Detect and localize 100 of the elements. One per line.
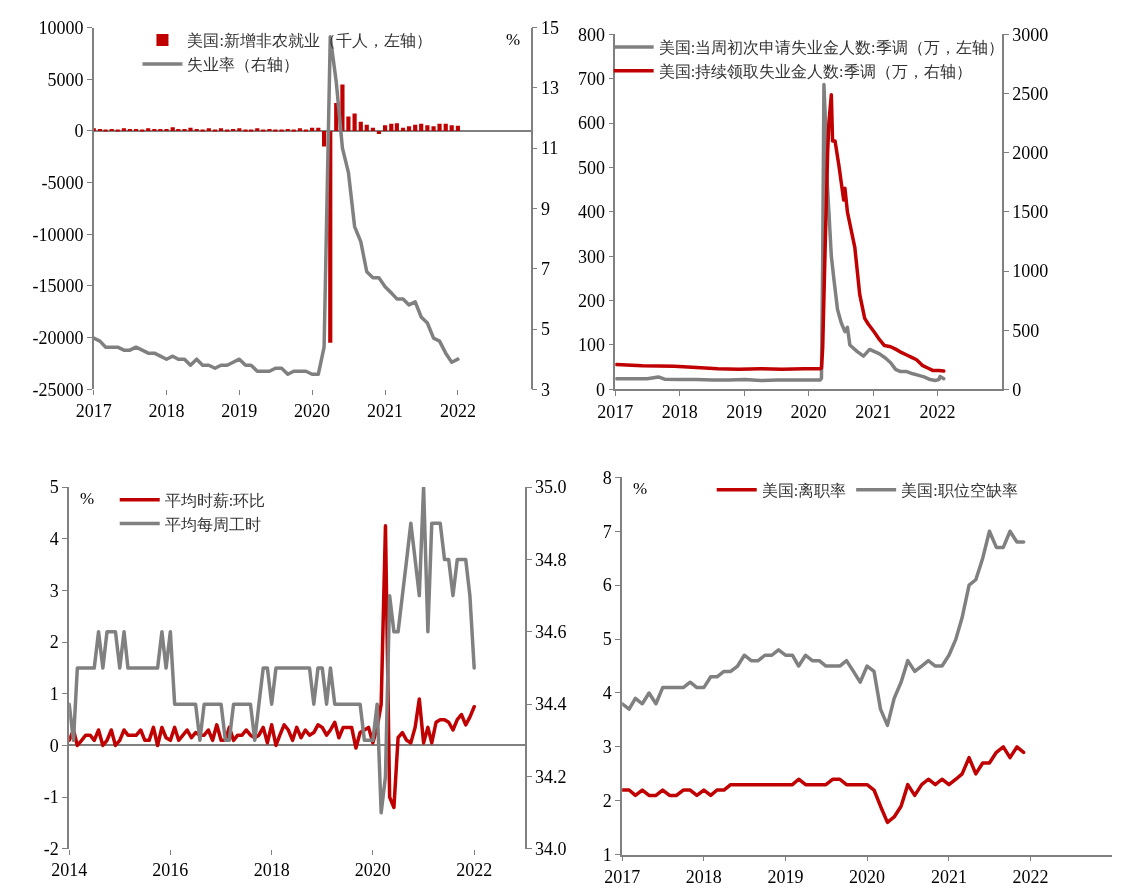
y-tick-label: 10000 (38, 17, 84, 38)
x-tick-label: 2022 (919, 401, 956, 422)
y-tick-label: 6 (602, 575, 612, 596)
bar (316, 127, 321, 131)
bar (140, 129, 145, 132)
y2-tick-label: 1500 (1012, 202, 1049, 223)
y-tick-label: 2 (49, 632, 59, 653)
x-tick-label: 2021 (930, 867, 967, 888)
bar (383, 125, 388, 131)
bar (261, 129, 266, 132)
x-tick-label: 2014 (51, 860, 88, 881)
x-tick-label: 2016 (152, 860, 189, 881)
y2-tick-label: 34.0 (535, 839, 567, 860)
y2-tick-label: 34.6 (535, 622, 567, 643)
legend-label: 平均每周工时 (164, 515, 261, 533)
legend-label: 平均时薪:环比 (164, 491, 266, 509)
bar (164, 128, 169, 131)
x-tick-label: 2019 (726, 401, 763, 422)
y-tick-label: 3 (49, 580, 59, 601)
y2-tick-label: 13 (541, 78, 560, 99)
y2-tick-label: 7 (541, 259, 551, 280)
y-tick-label: 100 (577, 335, 605, 356)
y-tick-label: 7 (602, 521, 612, 542)
y-tick-label: 1 (602, 845, 612, 866)
legend-label: 美国:离职率 (761, 482, 847, 500)
bar (255, 128, 260, 131)
bar (419, 123, 424, 131)
y-tick-label: 0 (595, 379, 605, 400)
x-tick-label: 2022 (1012, 867, 1049, 888)
y-tick-label: 5000 (47, 69, 84, 90)
bar (93, 128, 96, 131)
y-tick-label: -5000 (41, 172, 84, 193)
y-axis-title: % (80, 489, 95, 508)
x-tick-label: 2020 (790, 401, 827, 422)
y-tick-label: 200 (577, 290, 605, 311)
y2-tick-label: 9 (541, 198, 551, 219)
y2-tick-label: 3000 (1012, 24, 1049, 45)
y2-tick-label: 35.0 (535, 477, 567, 498)
y-tick-label: 800 (577, 24, 605, 45)
y2-tick-label: 15 (541, 17, 560, 38)
y-tick-label: 3 (602, 737, 612, 758)
y-tick-label: 8 (602, 467, 612, 488)
y-tick-label: 300 (577, 246, 605, 267)
x-tick-label: 2021 (855, 401, 892, 422)
y2-tick-label: 2500 (1012, 83, 1049, 104)
y-tick-label: 0 (49, 735, 59, 756)
bar (279, 129, 284, 132)
bar (425, 125, 430, 131)
bar (455, 125, 460, 131)
bar (376, 130, 382, 135)
bar (358, 121, 363, 131)
x-tick-label: 2021 (367, 400, 404, 421)
y2-axis-title: % (506, 30, 521, 49)
x-tick-label: 2018 (253, 860, 290, 881)
bar (449, 125, 454, 131)
bar (394, 123, 399, 131)
y-tick-label: 400 (577, 202, 605, 223)
x-tick-label: 2017 (75, 400, 112, 421)
bar (303, 129, 309, 132)
bar (237, 128, 242, 131)
y-tick-label: -25000 (32, 379, 84, 400)
x-tick-label: 2019 (221, 400, 258, 421)
bar (218, 128, 224, 131)
x-tick-label: 2018 (685, 867, 722, 888)
x-tick-label: 2020 (354, 860, 391, 881)
y-tick-label: 4 (49, 529, 59, 550)
x-tick-label: 2022 (439, 400, 476, 421)
bar (146, 128, 151, 131)
bar (212, 129, 218, 132)
bar (413, 124, 418, 131)
legend-label: 美国:当周初次申请失业金人数:季调（万，左轴） (658, 39, 1004, 57)
x-tick-label: 2022 (456, 860, 493, 881)
bar (200, 129, 205, 132)
y2-tick-label: 0 (1012, 379, 1022, 400)
y-tick-label: 1 (49, 684, 59, 705)
y2-tick-label: 11 (541, 138, 559, 159)
y2-tick-label: 34.2 (535, 766, 567, 787)
y-tick-label: -20000 (32, 327, 84, 348)
y-tick-label: -10000 (32, 224, 84, 245)
legend-label: 美国:持续领取失业金人数:季调（万，右轴） (658, 63, 972, 80)
line-series (622, 745, 1026, 825)
y2-tick-label: 34.4 (535, 694, 567, 715)
bar (443, 123, 448, 131)
y-tick-label: 0 (74, 121, 84, 142)
bar (364, 124, 369, 131)
bar (225, 129, 230, 132)
bar (206, 128, 211, 131)
x-tick-label: 2017 (597, 401, 634, 422)
y-tick-label: 2 (602, 791, 612, 812)
y-tick-label: -2 (43, 839, 59, 860)
x-tick-label: 2019 (767, 867, 804, 888)
y2-tick-label: 3 (541, 379, 551, 400)
x-tick-label: 2018 (661, 401, 698, 422)
y2-tick-label: 2000 (1012, 143, 1049, 164)
y-tick-label: 500 (577, 157, 605, 178)
y-tick-label: 5 (602, 629, 612, 650)
bar (115, 129, 120, 132)
y-axis-title: % (633, 479, 648, 498)
y-tick-label: 600 (577, 113, 605, 134)
y-tick-label: 700 (577, 69, 605, 90)
